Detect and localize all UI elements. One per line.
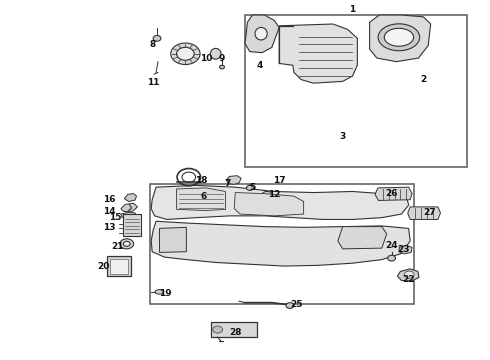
Text: 4: 4 [256,61,263,70]
Circle shape [246,185,253,190]
Text: 2: 2 [420,75,426,84]
Text: 18: 18 [195,176,207,185]
Text: 14: 14 [103,207,116,216]
Text: 3: 3 [340,132,346,141]
Polygon shape [226,176,241,184]
Text: 7: 7 [225,179,231,188]
Polygon shape [399,245,412,254]
Text: 6: 6 [200,192,207,201]
Circle shape [220,65,224,69]
Text: 16: 16 [103,195,116,204]
Polygon shape [151,185,409,220]
Text: 22: 22 [402,275,415,284]
Text: 13: 13 [103,223,116,232]
Polygon shape [124,194,137,202]
Polygon shape [234,193,304,216]
Circle shape [176,47,194,60]
Text: 25: 25 [290,300,302,309]
Ellipse shape [384,28,414,46]
Text: 15: 15 [109,213,122,222]
Text: 26: 26 [385,189,398,198]
Text: 9: 9 [219,54,225,63]
Circle shape [153,36,161,41]
Ellipse shape [155,289,164,294]
Circle shape [213,326,222,333]
Bar [110,259,128,274]
Ellipse shape [263,192,271,196]
Ellipse shape [255,27,267,40]
Polygon shape [397,269,419,281]
Polygon shape [408,207,441,220]
Text: 10: 10 [200,54,212,63]
Text: 17: 17 [273,176,286,185]
Text: 27: 27 [423,208,436,217]
Text: 11: 11 [147,78,160,87]
Polygon shape [245,15,279,53]
Polygon shape [279,24,357,83]
Circle shape [120,239,134,249]
Polygon shape [151,221,410,266]
Polygon shape [338,226,387,249]
Circle shape [123,241,130,246]
Bar [202,194,212,200]
Polygon shape [375,187,412,201]
Ellipse shape [210,48,221,59]
Circle shape [388,255,395,261]
Text: 20: 20 [97,262,109,271]
Text: 19: 19 [159,289,171,298]
Text: 12: 12 [268,190,281,199]
Polygon shape [159,227,186,252]
Bar [211,322,257,337]
Ellipse shape [378,24,419,51]
Text: 1: 1 [349,5,356,14]
Text: 28: 28 [229,328,242,337]
Polygon shape [369,15,431,62]
Text: 5: 5 [249,183,255,192]
Text: 23: 23 [397,246,410,255]
Bar [245,15,467,167]
Text: 8: 8 [149,40,155,49]
Circle shape [286,303,294,309]
Bar [150,184,414,304]
Bar [107,256,131,276]
Circle shape [404,271,414,278]
Polygon shape [121,203,138,212]
Text: 21: 21 [112,242,124,251]
Bar [123,214,142,235]
Polygon shape [176,188,225,211]
Polygon shape [121,212,137,219]
Text: 24: 24 [385,241,398,250]
Circle shape [171,43,200,64]
